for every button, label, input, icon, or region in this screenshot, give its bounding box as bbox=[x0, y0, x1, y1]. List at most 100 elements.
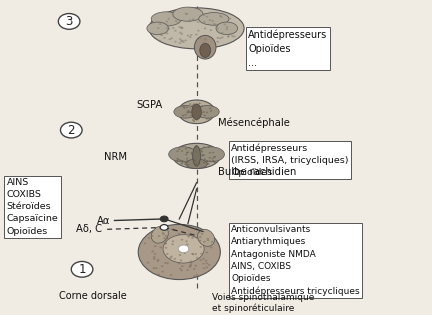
Circle shape bbox=[195, 34, 198, 36]
Circle shape bbox=[158, 274, 160, 276]
Circle shape bbox=[187, 35, 189, 37]
Circle shape bbox=[209, 152, 211, 153]
Circle shape bbox=[213, 156, 216, 158]
Circle shape bbox=[165, 247, 167, 249]
Text: 2: 2 bbox=[67, 123, 75, 137]
Circle shape bbox=[153, 258, 156, 260]
Circle shape bbox=[200, 253, 203, 255]
Circle shape bbox=[200, 246, 202, 248]
Ellipse shape bbox=[151, 226, 168, 243]
Ellipse shape bbox=[168, 147, 197, 162]
Circle shape bbox=[201, 233, 203, 235]
Circle shape bbox=[161, 265, 163, 267]
Circle shape bbox=[180, 40, 183, 42]
Circle shape bbox=[190, 262, 193, 264]
Circle shape bbox=[168, 38, 171, 40]
Ellipse shape bbox=[151, 12, 181, 26]
Ellipse shape bbox=[194, 36, 216, 59]
Circle shape bbox=[198, 116, 200, 117]
Circle shape bbox=[153, 256, 156, 258]
Circle shape bbox=[163, 237, 165, 239]
Circle shape bbox=[179, 159, 181, 161]
Circle shape bbox=[195, 146, 197, 148]
Circle shape bbox=[178, 148, 181, 150]
Circle shape bbox=[192, 112, 194, 113]
Circle shape bbox=[206, 118, 208, 120]
Circle shape bbox=[206, 160, 208, 162]
Circle shape bbox=[193, 103, 195, 105]
Circle shape bbox=[191, 237, 194, 239]
Circle shape bbox=[204, 27, 206, 29]
Circle shape bbox=[204, 39, 206, 41]
Circle shape bbox=[191, 105, 194, 106]
Circle shape bbox=[202, 258, 205, 260]
Circle shape bbox=[193, 112, 195, 114]
Circle shape bbox=[205, 260, 207, 262]
Circle shape bbox=[178, 262, 180, 264]
Circle shape bbox=[220, 16, 222, 18]
Circle shape bbox=[187, 164, 189, 165]
Circle shape bbox=[203, 146, 205, 148]
Circle shape bbox=[166, 32, 168, 34]
Circle shape bbox=[183, 250, 185, 252]
Circle shape bbox=[193, 120, 195, 122]
Circle shape bbox=[194, 107, 197, 108]
Circle shape bbox=[200, 112, 203, 113]
Circle shape bbox=[158, 235, 160, 237]
Circle shape bbox=[206, 163, 208, 165]
Circle shape bbox=[164, 262, 167, 264]
Circle shape bbox=[208, 163, 210, 165]
Circle shape bbox=[193, 158, 195, 160]
Circle shape bbox=[187, 236, 190, 238]
Circle shape bbox=[166, 27, 168, 29]
Circle shape bbox=[216, 37, 219, 39]
Circle shape bbox=[171, 228, 173, 230]
Circle shape bbox=[205, 161, 207, 163]
Circle shape bbox=[193, 275, 196, 277]
Circle shape bbox=[174, 258, 176, 260]
Circle shape bbox=[188, 147, 191, 149]
Circle shape bbox=[200, 148, 203, 150]
Circle shape bbox=[182, 41, 185, 43]
Text: SGPA: SGPA bbox=[136, 100, 162, 110]
Circle shape bbox=[172, 27, 175, 29]
Circle shape bbox=[160, 216, 168, 222]
Circle shape bbox=[214, 162, 216, 163]
Circle shape bbox=[219, 37, 222, 39]
Circle shape bbox=[178, 233, 180, 235]
Text: Antidépresseurs
Opioïdes
...: Antidépresseurs Opioïdes ... bbox=[248, 30, 327, 68]
Circle shape bbox=[213, 161, 216, 163]
Circle shape bbox=[177, 22, 179, 24]
Circle shape bbox=[196, 107, 198, 109]
Ellipse shape bbox=[173, 143, 220, 169]
Circle shape bbox=[201, 154, 203, 156]
Circle shape bbox=[184, 114, 187, 116]
Circle shape bbox=[203, 14, 206, 16]
Ellipse shape bbox=[192, 104, 201, 120]
Circle shape bbox=[179, 268, 182, 270]
Circle shape bbox=[221, 32, 223, 34]
Circle shape bbox=[206, 252, 208, 254]
Circle shape bbox=[186, 158, 188, 160]
Ellipse shape bbox=[174, 106, 197, 118]
Circle shape bbox=[180, 270, 183, 272]
Text: Aδ, C: Aδ, C bbox=[76, 224, 102, 234]
Circle shape bbox=[226, 26, 229, 28]
Circle shape bbox=[159, 23, 162, 25]
Circle shape bbox=[151, 250, 154, 252]
Circle shape bbox=[178, 245, 189, 253]
Circle shape bbox=[212, 152, 214, 153]
Circle shape bbox=[189, 103, 191, 105]
Circle shape bbox=[166, 262, 169, 264]
Circle shape bbox=[203, 111, 205, 113]
Circle shape bbox=[213, 24, 216, 26]
Circle shape bbox=[181, 160, 184, 162]
Circle shape bbox=[216, 28, 219, 30]
Circle shape bbox=[181, 239, 183, 241]
Ellipse shape bbox=[196, 147, 225, 162]
Circle shape bbox=[186, 106, 188, 108]
Circle shape bbox=[203, 42, 205, 43]
Circle shape bbox=[230, 33, 232, 35]
Circle shape bbox=[213, 23, 216, 25]
Circle shape bbox=[161, 271, 164, 272]
